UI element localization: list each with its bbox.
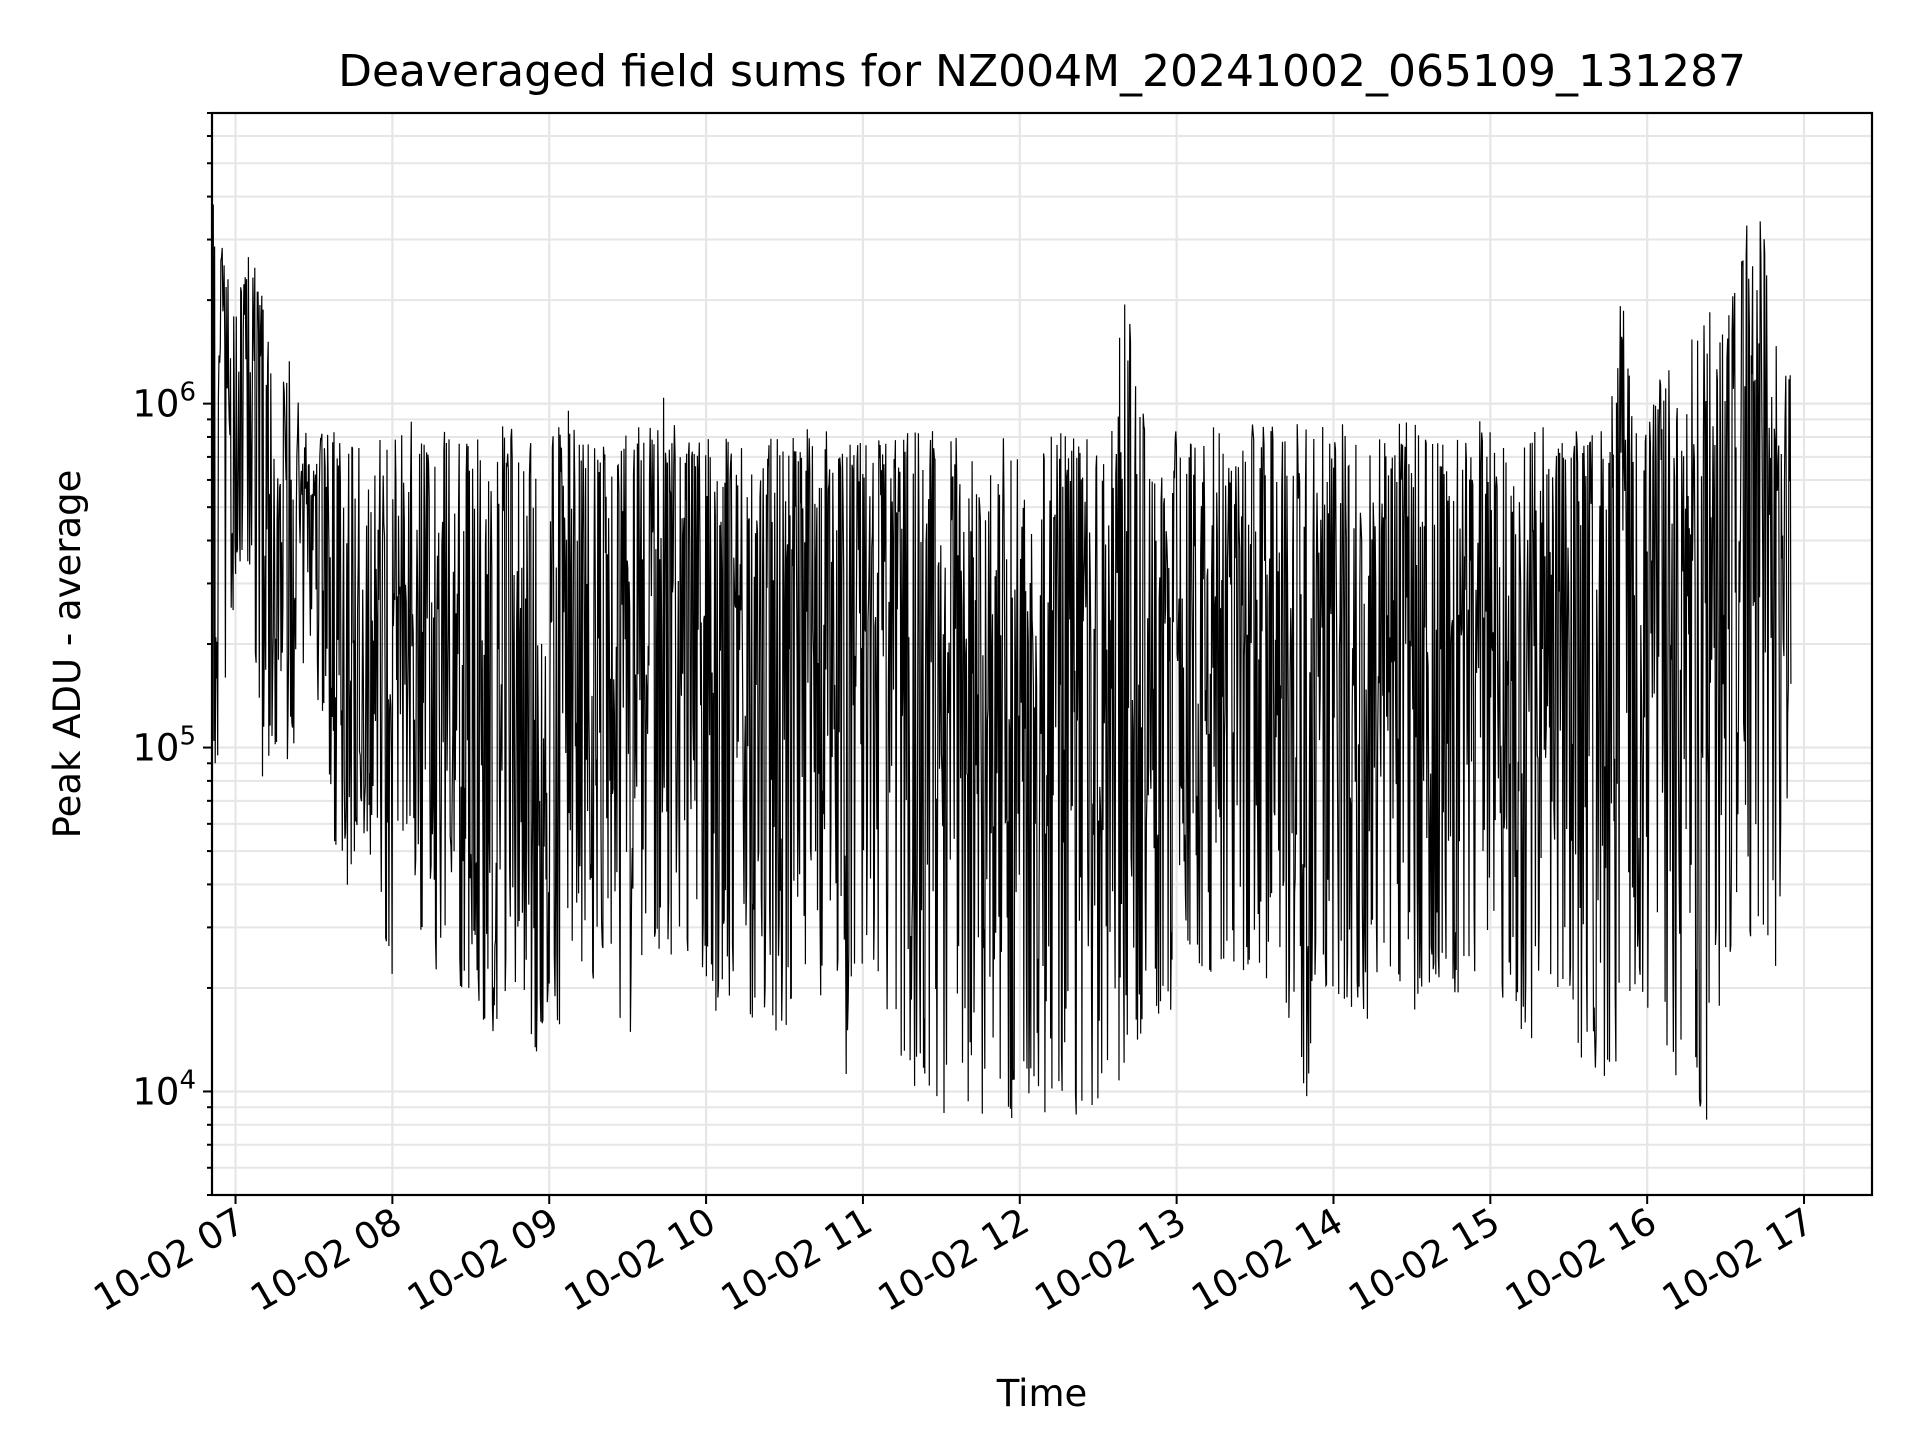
- series-line: [211, 204, 1792, 1120]
- plot-frame: [210, 111, 1874, 1197]
- y-tick-label: 105: [132, 722, 196, 770]
- y-tick-label: 106: [132, 378, 196, 426]
- y-tick-label: 104: [132, 1065, 196, 1113]
- y-axis-label: Peak ADU - average: [46, 470, 89, 839]
- chart-title: Deaveraged field sums for NZ004M_2024100…: [338, 46, 1746, 97]
- series-line-group: [211, 204, 1792, 1120]
- x-axis-label: Time: [996, 1372, 1088, 1415]
